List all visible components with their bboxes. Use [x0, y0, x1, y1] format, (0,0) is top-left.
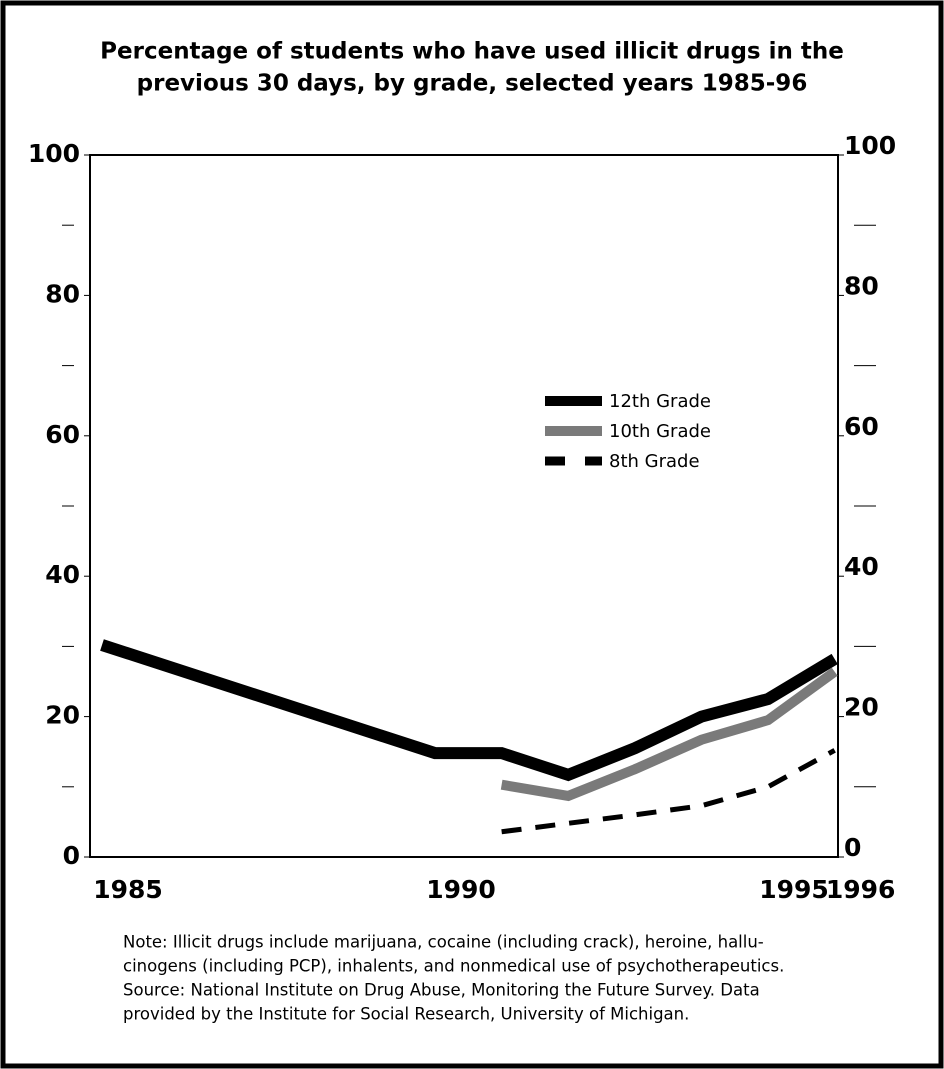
- y-tick-label: 20: [45, 701, 80, 730]
- y2-tick-label: 0: [844, 833, 861, 862]
- note: Note: Illicit drugs include marijuana, c…: [123, 933, 764, 952]
- y-tick-label: 60: [45, 420, 80, 449]
- series-line: [500, 667, 838, 802]
- note: cinogens (including PCP), inhalents, and…: [123, 957, 784, 976]
- legend-label: 8th Grade: [609, 451, 700, 472]
- chart-title: Percentage of students who have used ill…: [100, 39, 844, 65]
- x-tick-label: 1990: [426, 875, 496, 904]
- y2-tick-label: 100: [844, 131, 896, 160]
- x-tick-label: 1995: [759, 875, 829, 904]
- y2-tick-label: 40: [844, 552, 879, 581]
- note: Source: National Institute on Drug Abuse…: [123, 981, 760, 1000]
- series-line: [100, 639, 838, 782]
- x-tick-label: 1996: [826, 875, 896, 904]
- y-tick-label: 80: [45, 279, 80, 308]
- y-tick-label: 100: [28, 139, 80, 168]
- legend-label: 10th Grade: [609, 421, 711, 442]
- y2-tick-label: 60: [844, 412, 879, 441]
- chart-title: previous 30 days, by grade, selected yea…: [137, 71, 808, 97]
- y-tick-label: 0: [63, 841, 80, 870]
- y2-tick-label: 80: [844, 271, 879, 300]
- note: provided by the Institute for Social Res…: [123, 1005, 689, 1024]
- x-tick-label: 1985: [93, 875, 163, 904]
- y2-tick-label: 20: [844, 693, 879, 722]
- series-line: [501, 748, 836, 835]
- legend-label: 12th Grade: [609, 391, 711, 412]
- y-tick-label: 40: [45, 560, 80, 589]
- plot-frame: [89, 154, 839, 858]
